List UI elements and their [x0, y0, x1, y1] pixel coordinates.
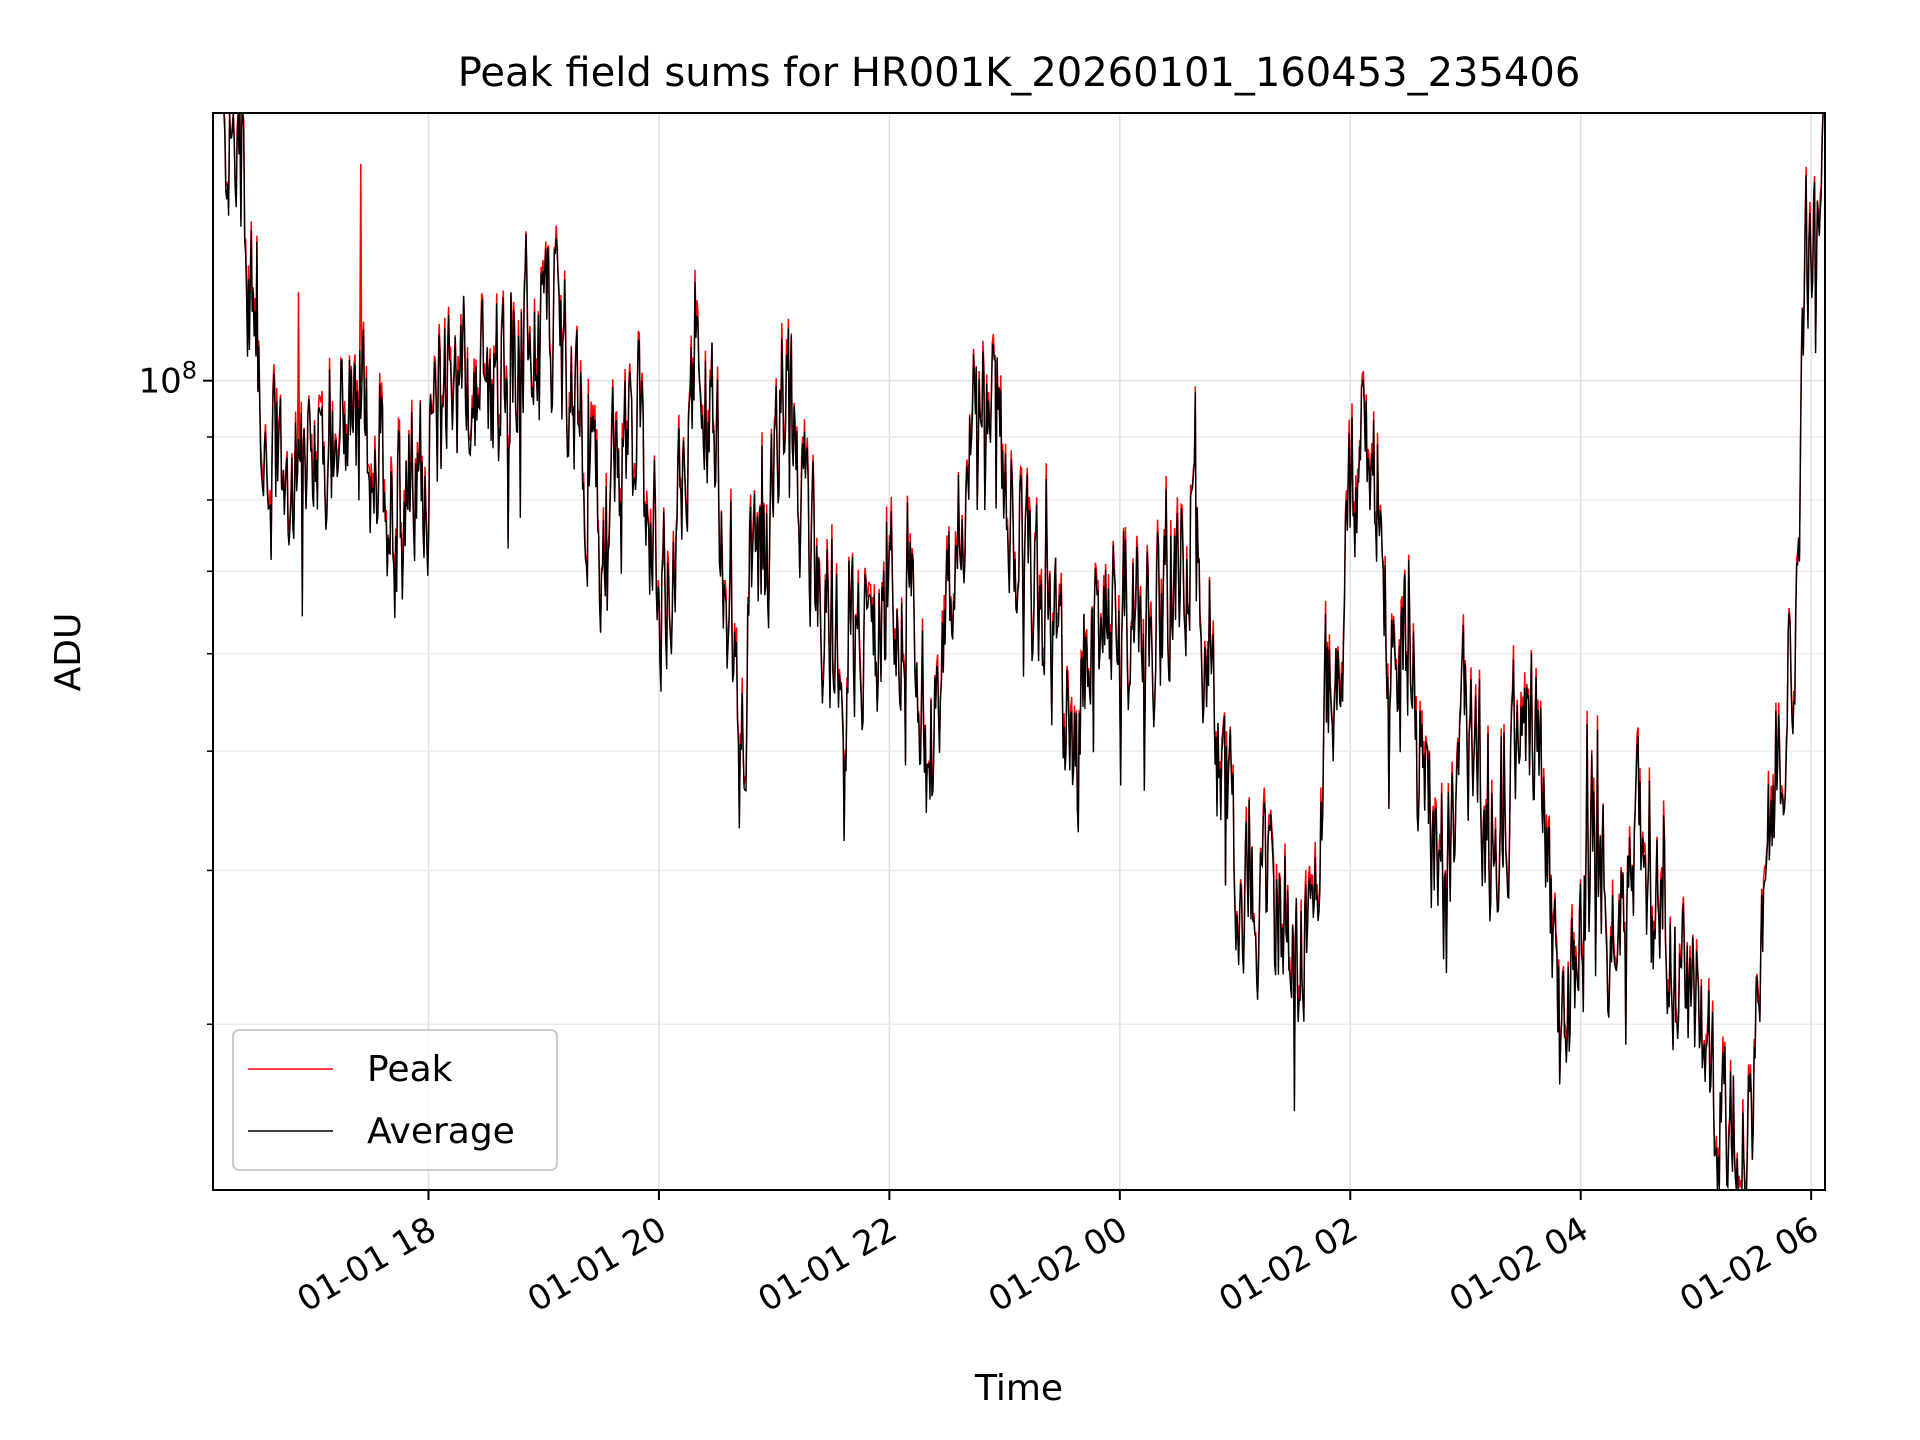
y-axis: 108 — [138, 357, 213, 1025]
x-tick-label: 01-02 02 — [1212, 1209, 1364, 1320]
series-lines — [221, 112, 1825, 1191]
x-tick-label: 01-01 18 — [291, 1209, 443, 1320]
x-axis: 01-01 18 01-01 20 01-01 22 01-02 00 01-02 02… — [291, 1190, 1826, 1320]
x-tick-label: 01-01 20 — [521, 1209, 673, 1320]
legend: Peak Average — [232, 1029, 558, 1171]
x-tick-label: 01-01 22 — [751, 1209, 903, 1320]
x-tick-label: 01-02 06 — [1673, 1209, 1825, 1320]
x-axis-label: Time — [974, 1368, 1063, 1409]
x-tick-label: 01-02 00 — [982, 1209, 1134, 1320]
x-tick-label: 01-02 04 — [1443, 1209, 1595, 1320]
grid-lines — [213, 113, 1825, 1190]
y-axis-label: ADU — [48, 613, 89, 692]
legend-box — [232, 1029, 558, 1171]
chart-title: Peak field sums for HR001K_20260101_1604… — [458, 50, 1581, 96]
y-tick-label: 108 — [138, 357, 197, 402]
legend-label-peak: Peak — [367, 1049, 453, 1090]
legend-label-average: Average — [367, 1111, 515, 1152]
series-line-average — [221, 112, 1825, 1191]
plot-frame — [212, 112, 1826, 1191]
